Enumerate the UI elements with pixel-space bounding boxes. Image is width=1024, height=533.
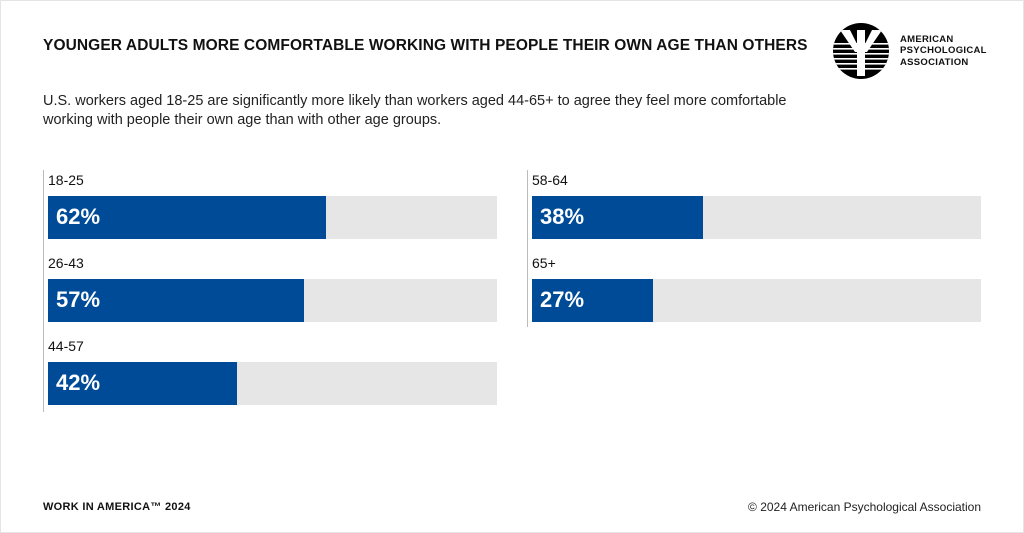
apa-logo: AMERICAN PSYCHOLOGICAL ASSOCIATION (832, 22, 987, 80)
footer-source: WORK IN AMERICA™ 2024 (43, 501, 191, 513)
bar-track: 62% (48, 196, 497, 239)
bar-track: 57% (48, 279, 497, 322)
axis-line-left (43, 170, 44, 412)
logo-line: ASSOCIATION (900, 56, 969, 68)
bar: 27% (532, 279, 654, 322)
logo-line: AMERICAN (900, 33, 954, 45)
data-label: 42% (56, 370, 101, 395)
bar: 42% (48, 362, 237, 405)
bar: 57% (48, 279, 304, 322)
axis-line-right (527, 170, 528, 327)
bar-track: 27% (532, 279, 981, 322)
category-label: 26-43 (48, 255, 84, 271)
data-label: 57% (56, 287, 101, 312)
data-label: 38% (540, 204, 585, 229)
chart-subtitle: U.S. workers aged 18-25 are significantl… (43, 93, 787, 128)
bar-track: 38% (532, 196, 981, 239)
logo-text: AMERICAN PSYCHOLOGICAL ASSOCIATION (900, 34, 987, 69)
category-label: 18-25 (48, 172, 84, 188)
data-label: 27% (540, 287, 585, 312)
bar: 62% (48, 196, 327, 239)
logo-line: PSYCHOLOGICAL (900, 45, 987, 57)
category-label: 58-64 (532, 172, 568, 188)
bar: 38% (532, 196, 703, 239)
chart-title: YOUNGER ADULTS MORE COMFORTABLE WORKING … (43, 37, 808, 54)
bar-track: 42% (48, 362, 497, 405)
footer-copyright: © 2024 American Psychological Associatio… (748, 500, 981, 514)
data-label: 62% (56, 204, 101, 229)
psi-logo-icon (833, 23, 889, 79)
category-label: 65+ (532, 255, 556, 271)
category-label: 44-57 (48, 338, 84, 354)
